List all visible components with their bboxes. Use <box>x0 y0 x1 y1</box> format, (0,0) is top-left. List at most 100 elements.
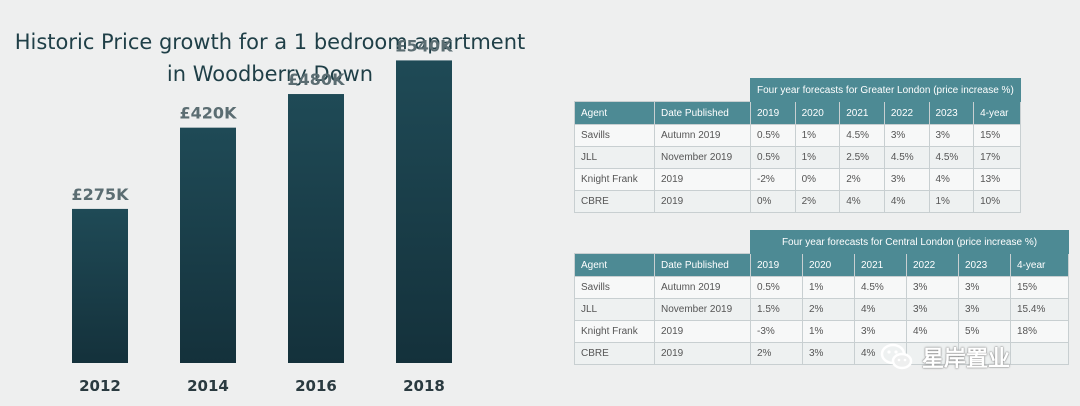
table-cell: 4% <box>883 190 930 213</box>
table-cell: 4.5% <box>854 276 907 299</box>
table-cell: Autumn 2019 <box>654 276 751 299</box>
table-cell: -2% <box>750 168 796 191</box>
table-cell: 0.5% <box>750 276 803 299</box>
table-cell: 2.5% <box>839 146 885 169</box>
column-header: 2020 <box>794 101 841 125</box>
table-cell: 1% <box>802 276 855 299</box>
table-cell: 15.4% <box>1010 298 1069 321</box>
column-header: 2020 <box>802 253 855 277</box>
table-cell: 3% <box>906 298 959 321</box>
table-cell: 4% <box>906 320 959 343</box>
table-caption: Four year forecasts for Greater London (… <box>750 78 1021 102</box>
column-header: Agent <box>574 253 655 277</box>
table-cell: Knight Frank <box>574 320 655 343</box>
bar-2018 <box>396 60 452 364</box>
table-cell: 2% <box>750 342 803 365</box>
column-header: Date Published <box>654 101 751 125</box>
chart-title-line-2: in Woodberry Down <box>166 62 374 86</box>
table-cell: 3% <box>958 298 1011 321</box>
table-cell: CBRE <box>574 342 655 365</box>
table-cell: 18% <box>1010 320 1069 343</box>
table-row: Knight Frank 2019 -2% 0% 2% 3% 4% 13% <box>574 168 1021 191</box>
table-row: Savills Autumn 2019 0.5% 1% 4.5% 3% 3% 15% <box>574 124 1021 147</box>
column-header: 2023 <box>958 253 1011 277</box>
bar-2016 <box>288 94 344 363</box>
table-row: CBRE 2019 2% 3% 4% <box>574 342 1069 365</box>
column-header: 4-year <box>1010 253 1069 277</box>
table-cell: 2% <box>794 190 841 213</box>
table-cell: 17% <box>973 146 1021 169</box>
bar-2014 <box>180 127 236 363</box>
table-cell: 1% <box>794 124 841 147</box>
table-caption-row: Four year forecasts for Central London (… <box>575 230 1069 254</box>
table-cell: 1% <box>928 190 975 213</box>
table-cell: November 2019 <box>654 146 751 169</box>
table-caption-row: Four year forecasts for Greater London (… <box>575 78 1021 102</box>
bar-value-label-2018: £540K <box>396 36 454 55</box>
category-label-2018: 2018 <box>403 377 445 395</box>
column-header: 2023 <box>928 101 975 125</box>
table-cell: 10% <box>973 190 1021 213</box>
table-cell: 0% <box>794 168 841 191</box>
table-header-row: Agent Date Published 2019 2020 2021 2022 2023 4… <box>574 253 1069 277</box>
table-caption: Four year forecasts for Central London (… <box>750 230 1069 254</box>
column-header: 2021 <box>854 253 907 277</box>
table-header-row: Agent Date Published 2019 2020 2021 2022 2023 4… <box>574 101 1021 125</box>
chart-title: Historic Price growth for a 1 bedroom ap… <box>0 26 540 90</box>
wechat-icon <box>880 343 913 370</box>
table-row: JLL November 2019 1.5% 2% 4% 3% 3% 15.4% <box>574 298 1069 321</box>
watermark: 星岸置业 <box>880 340 1010 374</box>
table-cell: 4% <box>839 190 885 213</box>
table-cell: 0.5% <box>750 146 796 169</box>
table-cell: 15% <box>973 124 1021 147</box>
table-cell: 1% <box>802 320 855 343</box>
table-row: Knight Frank 2019 -3% 1% 3% 4% 5% 18% <box>574 320 1069 343</box>
central-london-forecast-table: Four year forecasts for Central London (… <box>574 230 1069 365</box>
table-cell: November 2019 <box>654 298 751 321</box>
column-header: 2019 <box>750 253 803 277</box>
bar-chart: £275K 2012 £420K 2014 £480K 2016 £540K 2018 <box>72 36 454 395</box>
category-label-2012: 2012 <box>79 377 121 395</box>
table-cell: 3% <box>802 342 855 365</box>
category-label-2016: 2016 <box>295 377 337 395</box>
table-cell: 2019 <box>654 190 751 213</box>
table-cell: 1.5% <box>750 298 803 321</box>
table-cell: Savills <box>574 276 655 299</box>
table-cell: 13% <box>973 168 1021 191</box>
table-cell: 2% <box>802 298 855 321</box>
table-cell: 2% <box>839 168 885 191</box>
bar-2012 <box>72 208 128 363</box>
table-row: JLL November 2019 0.5% 1% 2.5% 4.5% 4.5% 17% <box>574 146 1021 169</box>
table-cell: 4.5% <box>839 124 885 147</box>
table-cell: 0.5% <box>750 124 796 147</box>
column-header: 2019 <box>750 101 796 125</box>
table-cell: 15% <box>1010 276 1069 299</box>
table-cell: 1% <box>794 146 841 169</box>
table-cell: Knight Frank <box>574 168 655 191</box>
table-cell: 0% <box>750 190 796 213</box>
watermark-text: 星岸置业 <box>922 347 1011 372</box>
bar-value-label-2014: £420K <box>180 104 238 123</box>
table-cell: 2019 <box>654 342 751 365</box>
chart-title-line-1: Historic Price growth for a 1 bedroom ap… <box>14 30 526 54</box>
column-header: Agent <box>574 101 655 125</box>
greater-london-forecast-table: Four year forecasts for Greater London (… <box>574 78 1021 213</box>
table-cell: 3% <box>906 276 959 299</box>
table-cell: Autumn 2019 <box>654 124 751 147</box>
table-cell: Savills <box>574 124 655 147</box>
table-cell: -3% <box>750 320 803 343</box>
table-cell: 3% <box>958 276 1011 299</box>
bar-value-label-2012: £275K <box>72 185 130 204</box>
column-header: 4-year <box>973 101 1021 125</box>
table-cell: 2019 <box>654 320 751 343</box>
caption-spacer <box>575 231 751 254</box>
table-cell: 2019 <box>654 168 751 191</box>
table-cell: 4% <box>928 168 975 191</box>
caption-spacer <box>575 79 751 102</box>
table-cell: JLL <box>574 146 655 169</box>
column-header: 2022 <box>883 101 930 125</box>
table-cell <box>906 342 959 365</box>
table-cell: 4.5% <box>883 146 930 169</box>
column-header: 2022 <box>906 253 959 277</box>
column-header: Date Published <box>654 253 751 277</box>
